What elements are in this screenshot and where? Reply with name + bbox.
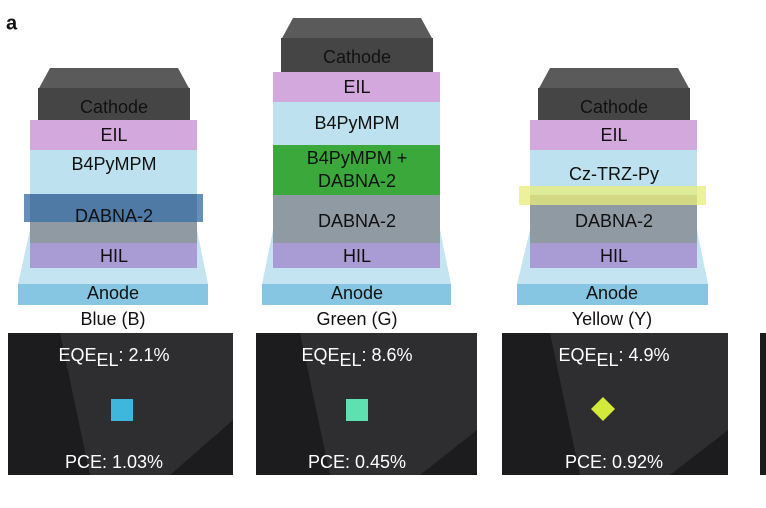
pce: PCE: 0.92% (565, 452, 663, 472)
layer-label: Anode (586, 283, 638, 303)
pixel (111, 399, 133, 421)
pce: PCE: 0.45% (308, 452, 406, 472)
eqe-value: : 4.9% (619, 345, 670, 365)
cathode-top (38, 68, 190, 90)
eqe-value: : 8.6% (362, 345, 413, 365)
device-name: Blue (B) (80, 309, 145, 329)
photo-detail (60, 333, 233, 475)
anode (18, 284, 208, 305)
photo-detail (550, 333, 728, 475)
layer-label: Cathode (580, 97, 648, 117)
layer-label: EIL (343, 77, 370, 97)
panel-label: a (6, 12, 18, 34)
layer (30, 150, 197, 194)
eqe-sub: EL (596, 350, 618, 370)
layer-label: DABNA-2 (575, 211, 653, 231)
anode (517, 284, 708, 305)
device-yellow: Cathode EIL Cz-TRZ-Py DABNA-2 HIL Anode … (502, 68, 728, 475)
eqe-label: EQE (58, 345, 96, 365)
pce: PCE: 1.03% (65, 452, 163, 472)
layer (273, 72, 440, 102)
eqe-sub: EL (96, 350, 118, 370)
layer-label: Cathode (323, 47, 391, 67)
cathode (38, 88, 190, 120)
layer-label: B4PyMPM (314, 113, 399, 133)
layer (273, 145, 440, 195)
layer (530, 243, 697, 268)
photo-edge (760, 333, 766, 475)
eqe: EQEEL: 8.6% (301, 345, 412, 370)
layer (530, 120, 697, 150)
layer-label: EIL (100, 125, 127, 145)
device-name: Green (G) (316, 309, 397, 329)
device-blue: Cathode EIL B4PyMPM DABNA-2 HIL Anode Bl… (8, 68, 233, 475)
anode (262, 284, 451, 305)
layer (273, 102, 440, 145)
layer-label: HIL (343, 246, 371, 266)
layer-label: B4PyMPM + (307, 148, 408, 168)
pixel (591, 397, 615, 421)
layer (30, 243, 197, 268)
layer-label: B4PyMPM (71, 154, 156, 174)
layer-label: EIL (600, 125, 627, 145)
layer-label: HIL (100, 246, 128, 266)
layer-label: HIL (600, 246, 628, 266)
layer-label: DABNA-2 (318, 211, 396, 231)
device-green: Cathode EIL B4PyMPM B4PyMPM + DABNA-2 DA… (256, 18, 477, 475)
layer (30, 120, 197, 150)
layer-label: Anode (331, 283, 383, 303)
layer-label: Cz-TRZ-Py (569, 164, 659, 184)
eqe: EQEEL: 2.1% (58, 345, 169, 370)
emitter-band (24, 194, 203, 222)
cathode (281, 38, 433, 72)
pixel (346, 399, 368, 421)
eqe: EQEEL: 4.9% (558, 345, 669, 370)
eqe-label: EQE (301, 345, 339, 365)
device-name: Yellow (Y) (572, 309, 652, 329)
layer-label: DABNA-2 (75, 206, 153, 226)
eqe-value: : 2.1% (119, 345, 170, 365)
layer (273, 243, 440, 268)
eqe-sub: EL (339, 350, 361, 370)
layer-label: Cathode (80, 97, 148, 117)
eqe-label: EQE (558, 345, 596, 365)
emitter-band (519, 186, 706, 205)
cathode-top (281, 18, 433, 40)
photo-detail (300, 333, 477, 475)
layer-label: Anode (87, 283, 139, 303)
cathode-top (538, 68, 690, 90)
cathode (538, 88, 690, 120)
layer-label: DABNA-2 (318, 171, 396, 191)
layer (273, 195, 440, 243)
